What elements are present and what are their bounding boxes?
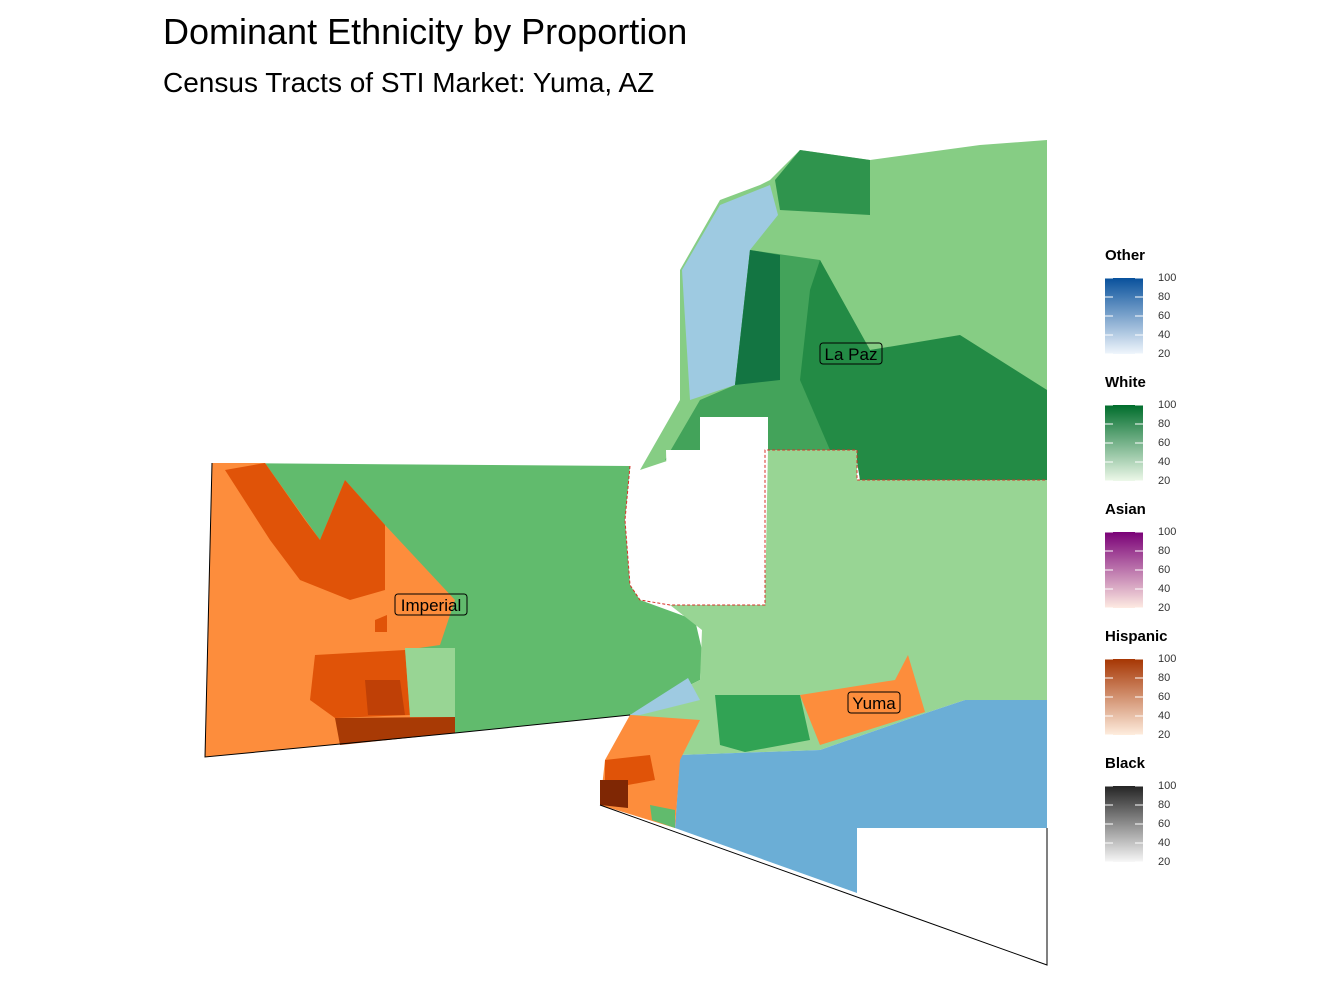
legend-tick: 80 bbox=[1158, 672, 1170, 684]
legend-tick: 80 bbox=[1158, 291, 1170, 303]
legend-tick: 60 bbox=[1158, 310, 1170, 322]
label-box bbox=[847, 691, 901, 714]
legend-tick: 100 bbox=[1158, 653, 1176, 665]
legend-tick: 60 bbox=[1158, 818, 1170, 830]
legend-tick: 20 bbox=[1158, 602, 1170, 614]
legend-tick: 40 bbox=[1158, 837, 1170, 849]
legend-tick: 40 bbox=[1158, 710, 1170, 722]
tract bbox=[365, 680, 405, 715]
legend-tick: 60 bbox=[1158, 691, 1170, 703]
tract bbox=[800, 655, 925, 745]
tract bbox=[405, 648, 455, 717]
legend-tick: 100 bbox=[1158, 526, 1176, 538]
region-label: Yuma bbox=[852, 694, 896, 713]
tract bbox=[735, 250, 780, 385]
tract bbox=[800, 260, 1047, 480]
tract bbox=[600, 780, 628, 808]
subtitle: Census Tracts of STI Market: Yuma, AZ bbox=[163, 67, 654, 98]
tract bbox=[715, 695, 810, 752]
legend-title: White bbox=[1105, 374, 1146, 391]
boundary bbox=[599, 804, 1048, 966]
region-label: La Paz bbox=[825, 345, 878, 364]
county bbox=[630, 450, 1047, 755]
legend-tick: 100 bbox=[1158, 399, 1176, 411]
region-label: Imperial bbox=[401, 596, 461, 615]
legends: Other 100 80 60 40 20 White 100 80 60 40 20 Asian 100… bbox=[1105, 247, 1176, 868]
legend-tick: 80 bbox=[1158, 418, 1170, 430]
legend-tick: 20 bbox=[1158, 729, 1170, 741]
label-box bbox=[819, 342, 883, 365]
legend-tick: 100 bbox=[1158, 272, 1176, 284]
tract bbox=[775, 150, 870, 215]
tract bbox=[666, 417, 768, 605]
legend-title: Other bbox=[1105, 247, 1145, 264]
tract bbox=[335, 717, 455, 745]
tract bbox=[682, 185, 778, 400]
boundary bbox=[204, 462, 631, 758]
tract bbox=[375, 615, 387, 632]
legend-title: Asian bbox=[1105, 501, 1146, 518]
map bbox=[204, 140, 1048, 966]
boundary bbox=[624, 449, 1047, 606]
tract bbox=[605, 755, 655, 785]
legend-tick: 20 bbox=[1158, 856, 1170, 868]
tract bbox=[675, 700, 1047, 893]
legend-tick: 80 bbox=[1158, 545, 1170, 557]
legend-title: Hispanic bbox=[1105, 628, 1168, 645]
legend-tick: 20 bbox=[1158, 475, 1170, 487]
legend-tick: 100 bbox=[1158, 780, 1176, 792]
legend-tick: 60 bbox=[1158, 437, 1170, 449]
legend-tick: 60 bbox=[1158, 564, 1170, 576]
legend-tick: 40 bbox=[1158, 456, 1170, 468]
label-box bbox=[394, 593, 468, 616]
title: Dominant Ethnicity by Proportion bbox=[163, 11, 687, 52]
tract bbox=[225, 463, 385, 600]
region-labels: La Paz Imperial Yuma bbox=[394, 342, 901, 714]
tract bbox=[630, 678, 700, 715]
legend-title: Black bbox=[1105, 755, 1146, 772]
legend-tick: 80 bbox=[1158, 799, 1170, 811]
tract bbox=[650, 805, 675, 828]
legend-tick: 40 bbox=[1158, 583, 1170, 595]
legend-tick: 20 bbox=[1158, 348, 1170, 360]
legend-tick: 40 bbox=[1158, 329, 1170, 341]
